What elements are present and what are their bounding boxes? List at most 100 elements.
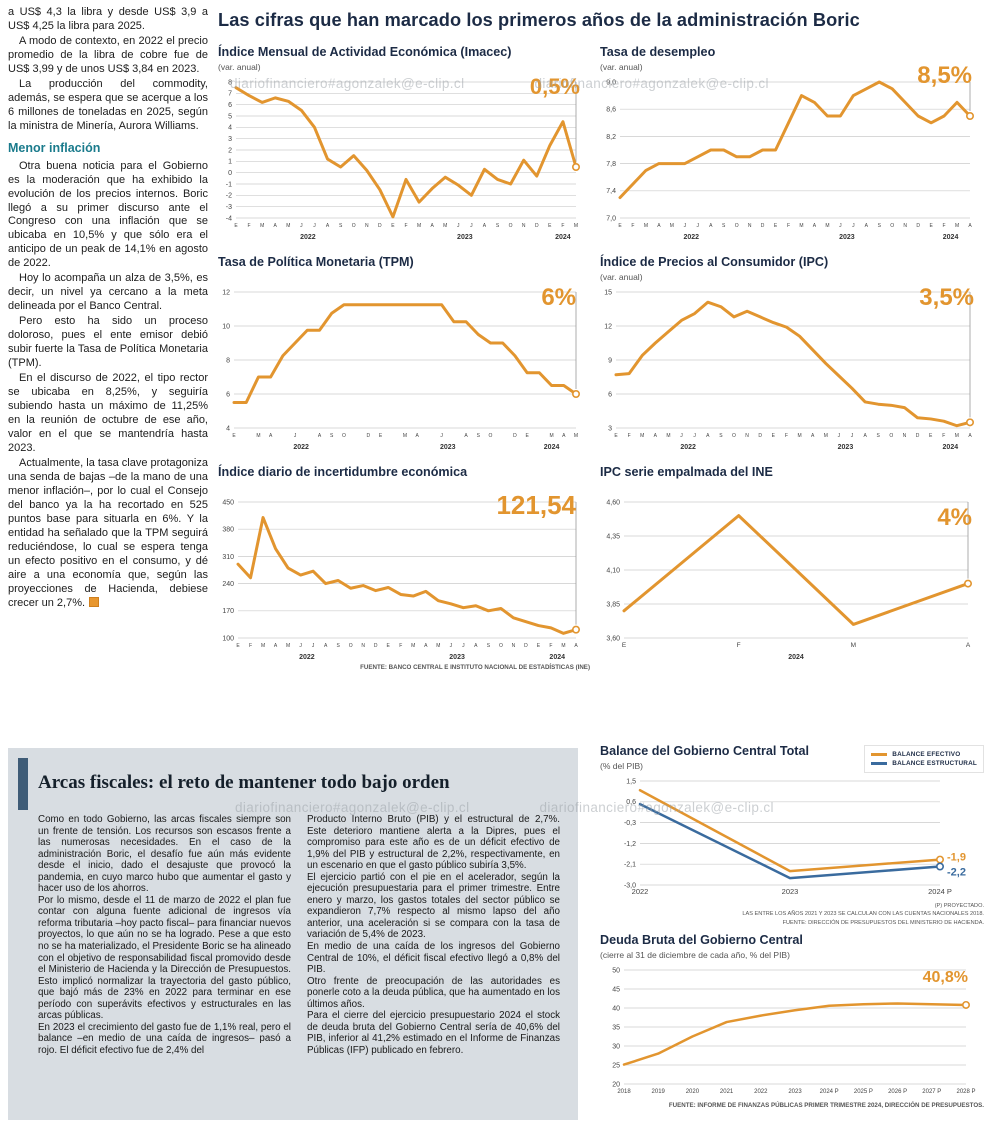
svg-text:E: E (774, 223, 778, 229)
svg-text:A: A (326, 223, 330, 229)
svg-text:F: F (942, 433, 945, 439)
chart-highlight-value: 8,5% (917, 62, 972, 89)
svg-text:2024: 2024 (549, 654, 565, 661)
svg-text:A: A (863, 433, 867, 439)
chart-title: Deuda Bruta del Gobierno Central (600, 933, 803, 947)
svg-text:2024: 2024 (943, 444, 959, 451)
svg-text:2: 2 (228, 147, 232, 154)
chart-subtitle (218, 272, 590, 284)
svg-text:2024 P: 2024 P (928, 887, 952, 896)
svg-text:E: E (525, 433, 529, 439)
panel-tpm: Tasa de Política Monetaria (TPM) 6% 12 10… (218, 255, 590, 452)
svg-text:N: N (903, 433, 907, 439)
svg-text:9: 9 (608, 357, 612, 364)
svg-text:25: 25 (612, 1062, 620, 1069)
svg-text:35: 35 (612, 1024, 620, 1031)
svg-text:J: J (300, 223, 303, 229)
svg-text:2023: 2023 (838, 444, 854, 451)
svg-text:M: M (825, 223, 829, 229)
svg-text:M: M (640, 433, 644, 439)
svg-text:2023: 2023 (449, 654, 465, 661)
svg-text:2024: 2024 (544, 444, 560, 451)
fiscal-column-1: Como en todo Gobierno, las arcas fiscale… (38, 814, 291, 1056)
svg-text:F: F (787, 223, 790, 229)
svg-text:S: S (330, 433, 334, 439)
svg-text:2028 P: 2028 P (956, 1089, 975, 1095)
legend-label: BALANCE EFECTIVO (892, 751, 961, 758)
svg-text:1: 1 (228, 159, 232, 166)
svg-text:-3,0: -3,0 (624, 882, 636, 889)
chart-notes: (P) PROYECTADO. LAS ENTRE LOS AÑOS 2021 Y… (600, 902, 984, 927)
svg-text:J: J (852, 223, 855, 229)
svg-text:F: F (404, 223, 407, 229)
chart-highlight-value: 0,5% (529, 74, 580, 99)
svg-text:M: M (260, 223, 264, 229)
svg-text:2024: 2024 (788, 654, 804, 661)
paragraph: LAS ENTRE LOS AÑOS 2021 Y 2023 SE CALCUL… (742, 911, 984, 918)
panel-ipc-empalmada: IPC serie empalmada del INE 4% 4,60 4,35 4… (600, 465, 984, 662)
paragraph: Para el cierre del ejercicio presupuesta… (307, 1010, 560, 1056)
svg-text:E: E (772, 433, 776, 439)
svg-text:D: D (378, 223, 382, 229)
svg-text:-2,2: -2,2 (947, 866, 966, 878)
svg-text:E: E (929, 433, 933, 439)
svg-text:F: F (248, 223, 251, 229)
svg-text:A: A (654, 433, 658, 439)
svg-text:4: 4 (226, 425, 230, 432)
svg-text:E: E (236, 643, 240, 649)
chart-highlight-value: 4% (937, 504, 972, 531)
svg-text:M: M (411, 643, 415, 649)
chart-legend: BALANCE EFECTIVO BALANCE ESTRUCTURAL (864, 745, 984, 773)
svg-text:12: 12 (222, 289, 230, 296)
svg-text:M: M (561, 643, 565, 649)
svg-text:E: E (232, 433, 236, 439)
legend-item-efectivo: BALANCE EFECTIVO (871, 751, 977, 758)
svg-text:12: 12 (604, 323, 612, 330)
fiscal-column-2: Producto Interno Bruto (PIB) y el estruc… (307, 814, 560, 1056)
svg-text:A: A (968, 223, 972, 229)
paragraph: Actualmente, la tasa clave protagoniza u… (8, 456, 208, 609)
svg-text:A: A (274, 223, 278, 229)
svg-text:M: M (666, 433, 670, 439)
svg-text:3: 3 (608, 425, 612, 432)
svg-text:N: N (361, 643, 365, 649)
fiscal-accent-bar (18, 758, 28, 810)
svg-text:E: E (379, 433, 383, 439)
svg-text:3,85: 3,85 (606, 601, 620, 608)
svg-text:E: E (622, 642, 627, 649)
svg-text:3: 3 (228, 136, 232, 143)
chart-svg: 9,08,68,27,87,47,0E F M A M J J A S O N D E F M A M J J A S O… (606, 79, 974, 241)
panel-imacec: Índice Mensual de Actividad Económica (I… (218, 45, 590, 242)
chart-title: Índice diario de incertidumbre económica (218, 465, 468, 479)
svg-text:-2,1: -2,1 (624, 861, 636, 868)
chart-subtitle: (var. anual) (218, 61, 261, 72)
svg-text:2022: 2022 (754, 1089, 768, 1095)
chart-source: FUENTE: BANCO CENTRAL E INSTITUTO NACION… (360, 663, 590, 671)
paragraph: En 2023 el crecimiento del gasto fue de … (38, 1021, 291, 1056)
svg-text:6: 6 (226, 391, 230, 398)
page-title: Las cifras que han marcado los primeros … (218, 10, 860, 30)
paragraph: Hoy lo acompaña un alza de 3,5%, es deci… (8, 272, 208, 313)
svg-text:2023: 2023 (788, 1089, 802, 1095)
svg-text:2019: 2019 (652, 1089, 666, 1095)
chart-plot-desempleo: 9,0 8,6 8,2 7,8 7,4 7,0 E F M A M J J A S O N D E F M A M J J A S O… (600, 74, 984, 242)
paragraph: Otro frente de preocupación de las autor… (307, 975, 560, 1010)
svg-text:M: M (417, 223, 421, 229)
svg-text:2020: 2020 (686, 1089, 700, 1095)
svg-text:J: J (838, 433, 841, 439)
svg-text:0,6: 0,6 (626, 799, 636, 806)
svg-text:M: M (955, 223, 959, 229)
svg-text:M: M (644, 223, 648, 229)
svg-text:F: F (785, 433, 788, 439)
svg-text:F: F (737, 642, 741, 649)
svg-text:9,0: 9,0 (606, 79, 616, 86)
svg-text:100: 100 (222, 635, 234, 642)
panel-incertidumbre: Índice diario de incertidumbre económica… (218, 465, 590, 671)
svg-text:A: A (865, 223, 869, 229)
svg-text:D: D (761, 223, 765, 229)
svg-text:S: S (877, 433, 881, 439)
svg-text:-4: -4 (226, 215, 232, 222)
